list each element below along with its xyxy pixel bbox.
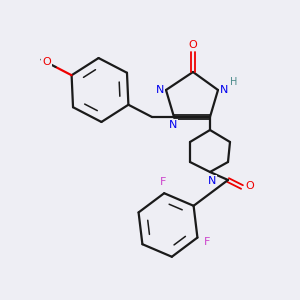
Text: F: F (160, 177, 166, 187)
Text: O: O (246, 181, 254, 191)
Text: N: N (169, 120, 177, 130)
Text: H: H (230, 77, 238, 87)
Text: N: N (208, 176, 216, 186)
Text: N: N (156, 85, 164, 95)
Text: O: O (42, 57, 51, 68)
Text: O: O (189, 40, 197, 50)
Text: N: N (220, 85, 228, 95)
Text: F: F (204, 237, 211, 247)
